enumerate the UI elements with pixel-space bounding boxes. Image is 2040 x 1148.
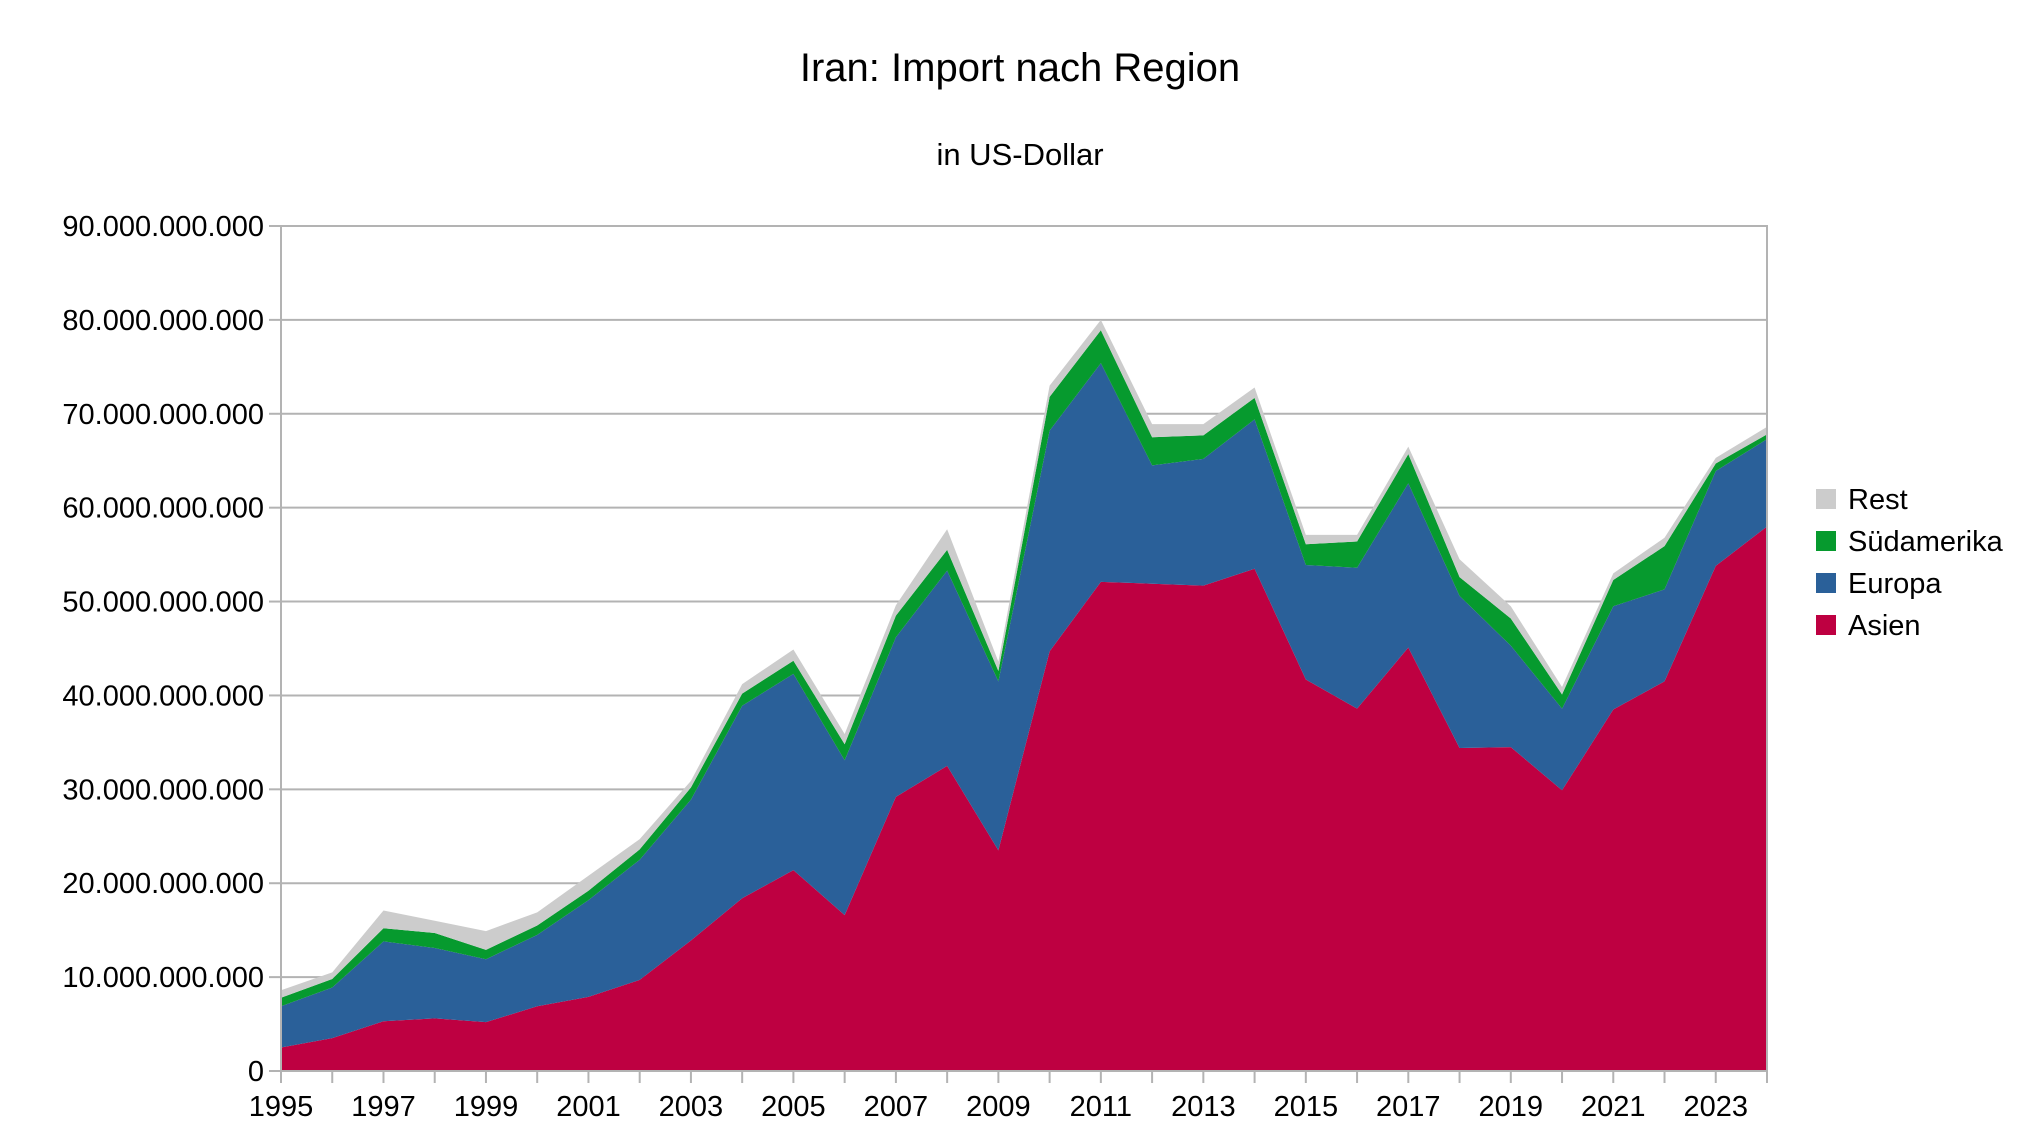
x-tick-label: 2007 [864, 1091, 929, 1123]
y-tick-label: 80.000.000.000 [62, 305, 264, 337]
legend-label-rest: Rest [1848, 484, 1908, 516]
y-tick-label: 40.000.000.000 [62, 680, 264, 712]
x-tick-label: 1999 [454, 1091, 519, 1123]
y-tick-label: 20.000.000.000 [62, 868, 264, 900]
x-tick-label: 1995 [249, 1091, 314, 1123]
x-tick-labels: 1995 1997 1999 2001 2003 2005 2007 2009 2011 2013… [249, 1091, 1748, 1123]
y-tick-label: 60.000.000.000 [62, 493, 264, 525]
y-tick-label: 10.000.000.000 [62, 962, 264, 994]
chart-title: Iran: Import nach Region [800, 46, 1240, 90]
y-tick-label: 30.000.000.000 [62, 774, 264, 806]
legend-label-europa: Europa [1848, 568, 1942, 600]
x-tick-label: 2003 [659, 1091, 724, 1123]
x-tick-label: 2011 [1070, 1091, 1132, 1123]
legend-swatch-rest [1816, 489, 1836, 509]
legend: Rest Südamerika Europa Asien [1816, 484, 2004, 642]
legend-label-s-damerika: Südamerika [1848, 526, 2004, 558]
x-tick-label: 2023 [1684, 1091, 1749, 1123]
y-tick-label: 0 [248, 1056, 264, 1088]
x-tick-label: 2015 [1274, 1091, 1339, 1123]
x-tick-label: 2013 [1171, 1091, 1236, 1123]
x-tick-label: 2017 [1376, 1091, 1441, 1123]
x-tick-label: 2005 [761, 1091, 826, 1123]
chart-subtitle: in US-Dollar [936, 137, 1103, 172]
y-tick-label: 90.000.000.000 [62, 211, 264, 243]
x-tick-label: 2019 [1479, 1091, 1544, 1123]
x-tick-label: 2001 [556, 1091, 621, 1123]
x-tick-label: 2021 [1581, 1091, 1646, 1123]
x-tick-label: 1997 [351, 1091, 416, 1123]
y-tick-label: 50.000.000.000 [62, 587, 264, 619]
legend-swatch-europa [1816, 573, 1836, 593]
y-tick-labels: 0 10.000.000.000 20.000.000.000 30.000.000.… [62, 211, 264, 1088]
x-tick-label: 2009 [966, 1091, 1031, 1123]
legend-swatch-asien [1816, 615, 1836, 635]
legend-swatch-s-damerika [1816, 531, 1836, 551]
y-tick-label: 70.000.000.000 [62, 399, 264, 431]
legend-label-asien: Asien [1848, 610, 1921, 642]
